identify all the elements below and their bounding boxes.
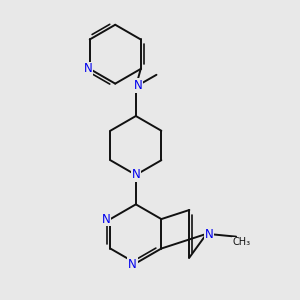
Text: N: N — [134, 79, 142, 92]
Text: N: N — [101, 213, 110, 226]
Text: N: N — [205, 228, 213, 241]
Text: CH₃: CH₃ — [233, 237, 251, 247]
Text: N: N — [128, 258, 137, 271]
Text: N: N — [131, 168, 140, 182]
Text: N: N — [84, 62, 92, 75]
